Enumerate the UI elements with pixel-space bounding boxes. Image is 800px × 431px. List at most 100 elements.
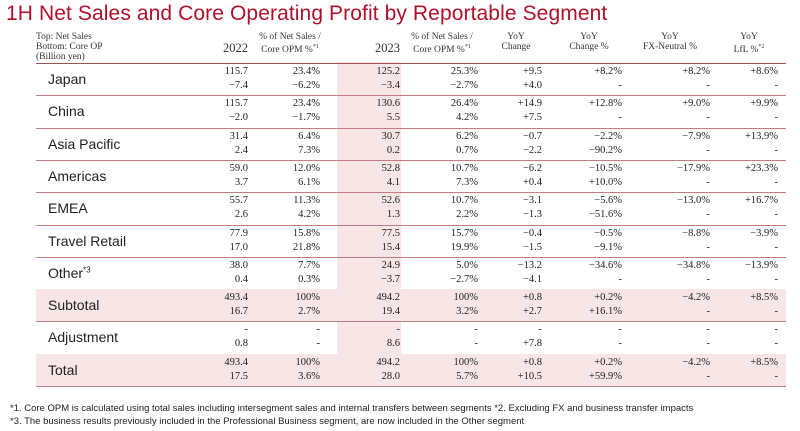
segment-name: China bbox=[48, 103, 85, 119]
net-sales-cell: 5.0% bbox=[456, 259, 478, 271]
header-pct-2022-line1: % of Net Sales / bbox=[259, 32, 321, 42]
net-sales-cell: +8.2% bbox=[682, 66, 710, 77]
net-sales-cell: 11.3% bbox=[293, 195, 320, 207]
net-sales-cell: +8.2% bbox=[594, 66, 622, 77]
header-yoy-lfl: YoY LfL %*2 bbox=[716, 32, 782, 55]
core-op-cell: 1.3 bbox=[386, 209, 400, 221]
core-op-cell: - bbox=[706, 273, 711, 285]
net-sales-cell: - bbox=[706, 324, 711, 336]
core-op-cell: - bbox=[774, 209, 779, 221]
net-sales-cell: 6.4% bbox=[298, 130, 320, 142]
core-op-cell: - bbox=[706, 112, 711, 124]
net-sales-cell: +16.7% bbox=[744, 195, 778, 207]
net-sales-cell: +8.6% bbox=[750, 66, 778, 77]
core-op-cell: −4.1 bbox=[522, 273, 542, 285]
net-sales-cell: +14.9 bbox=[517, 98, 542, 110]
segment-name: EMEA bbox=[48, 200, 88, 216]
core-op-cell: - bbox=[706, 306, 711, 318]
header-pct-2022: % of Net Sales / Core OPM %*1 bbox=[248, 32, 332, 55]
net-sales-cell: −0.5% bbox=[594, 227, 622, 239]
core-op-cell: - bbox=[618, 112, 623, 124]
header-yoy-pct-line1: YoY bbox=[580, 32, 598, 42]
core-op-cell: 5.7% bbox=[456, 370, 478, 382]
net-sales-cell: −10.5% bbox=[588, 162, 622, 174]
net-sales-cell: 100% bbox=[453, 292, 479, 304]
core-op-cell: −2.2 bbox=[522, 144, 542, 156]
net-sales-cell: 30.7 bbox=[381, 130, 400, 142]
net-sales-cell: 10.7% bbox=[450, 195, 478, 207]
net-sales-cell: 12.0% bbox=[292, 162, 320, 174]
core-op-cell: 0.7% bbox=[456, 144, 478, 156]
core-op-cell: −6.2% bbox=[292, 80, 320, 91]
footnote-1-2: *1. Core OPM is calculated using total s… bbox=[10, 403, 694, 414]
row-divider bbox=[36, 224, 786, 226]
net-sales-cell: +9.9% bbox=[750, 98, 778, 110]
net-sales-cell: −34.8% bbox=[676, 259, 710, 271]
header-yoy-lfl-line1: YoY bbox=[740, 32, 758, 42]
net-sales-cell: −13.9% bbox=[744, 259, 778, 271]
segment-name: Adjustment bbox=[48, 329, 118, 345]
net-sales-cell: −34.6% bbox=[588, 259, 622, 271]
header-yoy-pct-line2: Change % bbox=[569, 42, 609, 52]
net-sales-cell: 100% bbox=[453, 356, 479, 368]
footnote-ref-1: *1 bbox=[312, 44, 319, 50]
net-sales-cell: 125.2 bbox=[376, 66, 400, 77]
segment-label: Travel Retail bbox=[48, 232, 127, 249]
core-op-cell: −1.7% bbox=[292, 112, 320, 124]
header-yoy-fx-line2: FX-Neutral % bbox=[642, 42, 698, 52]
net-sales-cell: 115.7 bbox=[224, 98, 248, 110]
core-op-cell: −9.1% bbox=[594, 241, 622, 253]
segment-label: Asia Pacific bbox=[48, 135, 121, 152]
header-yoy-change: YoY Change bbox=[486, 32, 546, 52]
core-op-cell: 17.5 bbox=[229, 370, 248, 382]
core-op-cell: −2.7% bbox=[450, 273, 478, 285]
core-op-cell: 0.8 bbox=[234, 338, 248, 350]
core-op-cell: −3.4 bbox=[380, 80, 400, 91]
core-op-cell: +59.9% bbox=[588, 370, 622, 382]
row-divider bbox=[36, 256, 786, 258]
core-op-cell: 2.2% bbox=[456, 209, 478, 221]
segment-name: Americas bbox=[48, 168, 106, 184]
net-sales-cell: −17.9% bbox=[676, 162, 710, 174]
net-sales-cell: - bbox=[244, 324, 249, 336]
net-sales-cell: 494.2 bbox=[376, 292, 400, 304]
core-op-cell: −1.3 bbox=[522, 209, 542, 221]
net-sales-cell: 55.7 bbox=[229, 195, 248, 207]
net-sales-cell: 52.6 bbox=[381, 195, 400, 207]
core-op-cell: 2.7% bbox=[298, 306, 320, 318]
core-op-cell: 4.2% bbox=[456, 112, 478, 124]
net-sales-cell: - bbox=[396, 324, 401, 336]
core-op-cell: 8.6 bbox=[386, 338, 400, 350]
table-row: Total 493.4 100% 494.2 100% +0.8 +0.2% −4.2% +8.… bbox=[36, 353, 786, 386]
table-row: Japan 115.7 23.4% 125.2 25.3% +9.5 +8.2% +8.2% +… bbox=[36, 63, 786, 95]
net-sales-cell: 26.4% bbox=[450, 98, 478, 110]
core-op-cell: 21.8% bbox=[292, 241, 320, 253]
core-op-cell: +0.4 bbox=[522, 176, 542, 188]
segment-label: EMEA bbox=[48, 200, 88, 217]
header-yoy-change-pct: YoY Change % bbox=[554, 32, 624, 52]
core-op-cell: - bbox=[774, 370, 779, 382]
net-sales-cell: +0.8 bbox=[522, 292, 542, 304]
header-divider bbox=[36, 63, 786, 64]
row-divider bbox=[36, 386, 786, 387]
net-sales-cell: +8.5% bbox=[750, 356, 778, 368]
net-sales-cell: −0.4 bbox=[522, 227, 542, 239]
core-op-cell: - bbox=[706, 144, 711, 156]
table-row: Other*3 38.0 7.7% 24.9 5.0% −13.2 −34.6% −34.8%… bbox=[36, 257, 786, 289]
core-op-cell: +10.0% bbox=[588, 176, 622, 188]
core-op-cell: −1.5 bbox=[522, 241, 542, 253]
core-op-cell: 0.2 bbox=[386, 144, 400, 156]
table-row: Travel Retail 77.9 15.8% 77.5 15.7% −0.4 −0.5%… bbox=[36, 225, 786, 257]
net-sales-cell: −8.8% bbox=[682, 227, 710, 239]
net-sales-cell: −2.2% bbox=[594, 130, 622, 142]
net-sales-cell: +12.8% bbox=[588, 98, 622, 110]
net-sales-cell: - bbox=[774, 324, 779, 336]
core-op-cell: - bbox=[774, 273, 779, 285]
segment-label: Total bbox=[48, 361, 78, 378]
header-yoy-change-line1: YoY bbox=[507, 32, 525, 42]
core-op-cell: - bbox=[706, 370, 711, 382]
net-sales-cell: +0.2% bbox=[594, 292, 622, 304]
table-row: Americas 59.0 12.0% 52.8 10.7% −6.2 −10.5% −17.… bbox=[36, 160, 786, 192]
header-pct-2023: % of Net Sales / Core OPM %*1 bbox=[400, 32, 484, 55]
header-pct-2023-line2: Core OPM % bbox=[413, 45, 465, 56]
